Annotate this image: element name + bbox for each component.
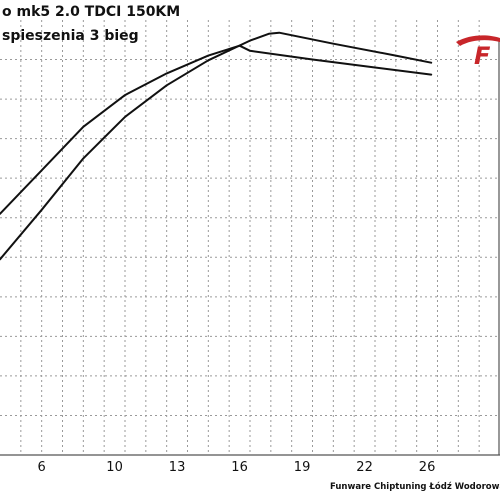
series-line-2 [0,31,433,261]
x-tick-label: 13 [169,460,186,475]
x-tick-label: 10 [106,460,123,475]
x-tick-labels: 6 10 13 16 19 22 26 [38,460,436,475]
x-tick-label: 22 [356,460,373,475]
logo-icon: F [456,35,500,70]
x-tick-label: 26 [419,460,436,475]
series-group [0,31,433,261]
x-tick-label: 16 [231,460,248,475]
logo-letter: F [474,42,491,70]
chart-title: o mk5 2.0 TDCI 150KM [2,4,180,20]
chart-subtitle: spieszenia 3 bieg [2,28,139,44]
series-line-1 [0,44,433,215]
grid [0,20,500,456]
x-tick-label: 19 [294,460,311,475]
x-tick-label: 6 [38,460,46,475]
chart-footer: Funware Chiptuning Łódź Wodorowan [330,481,500,492]
